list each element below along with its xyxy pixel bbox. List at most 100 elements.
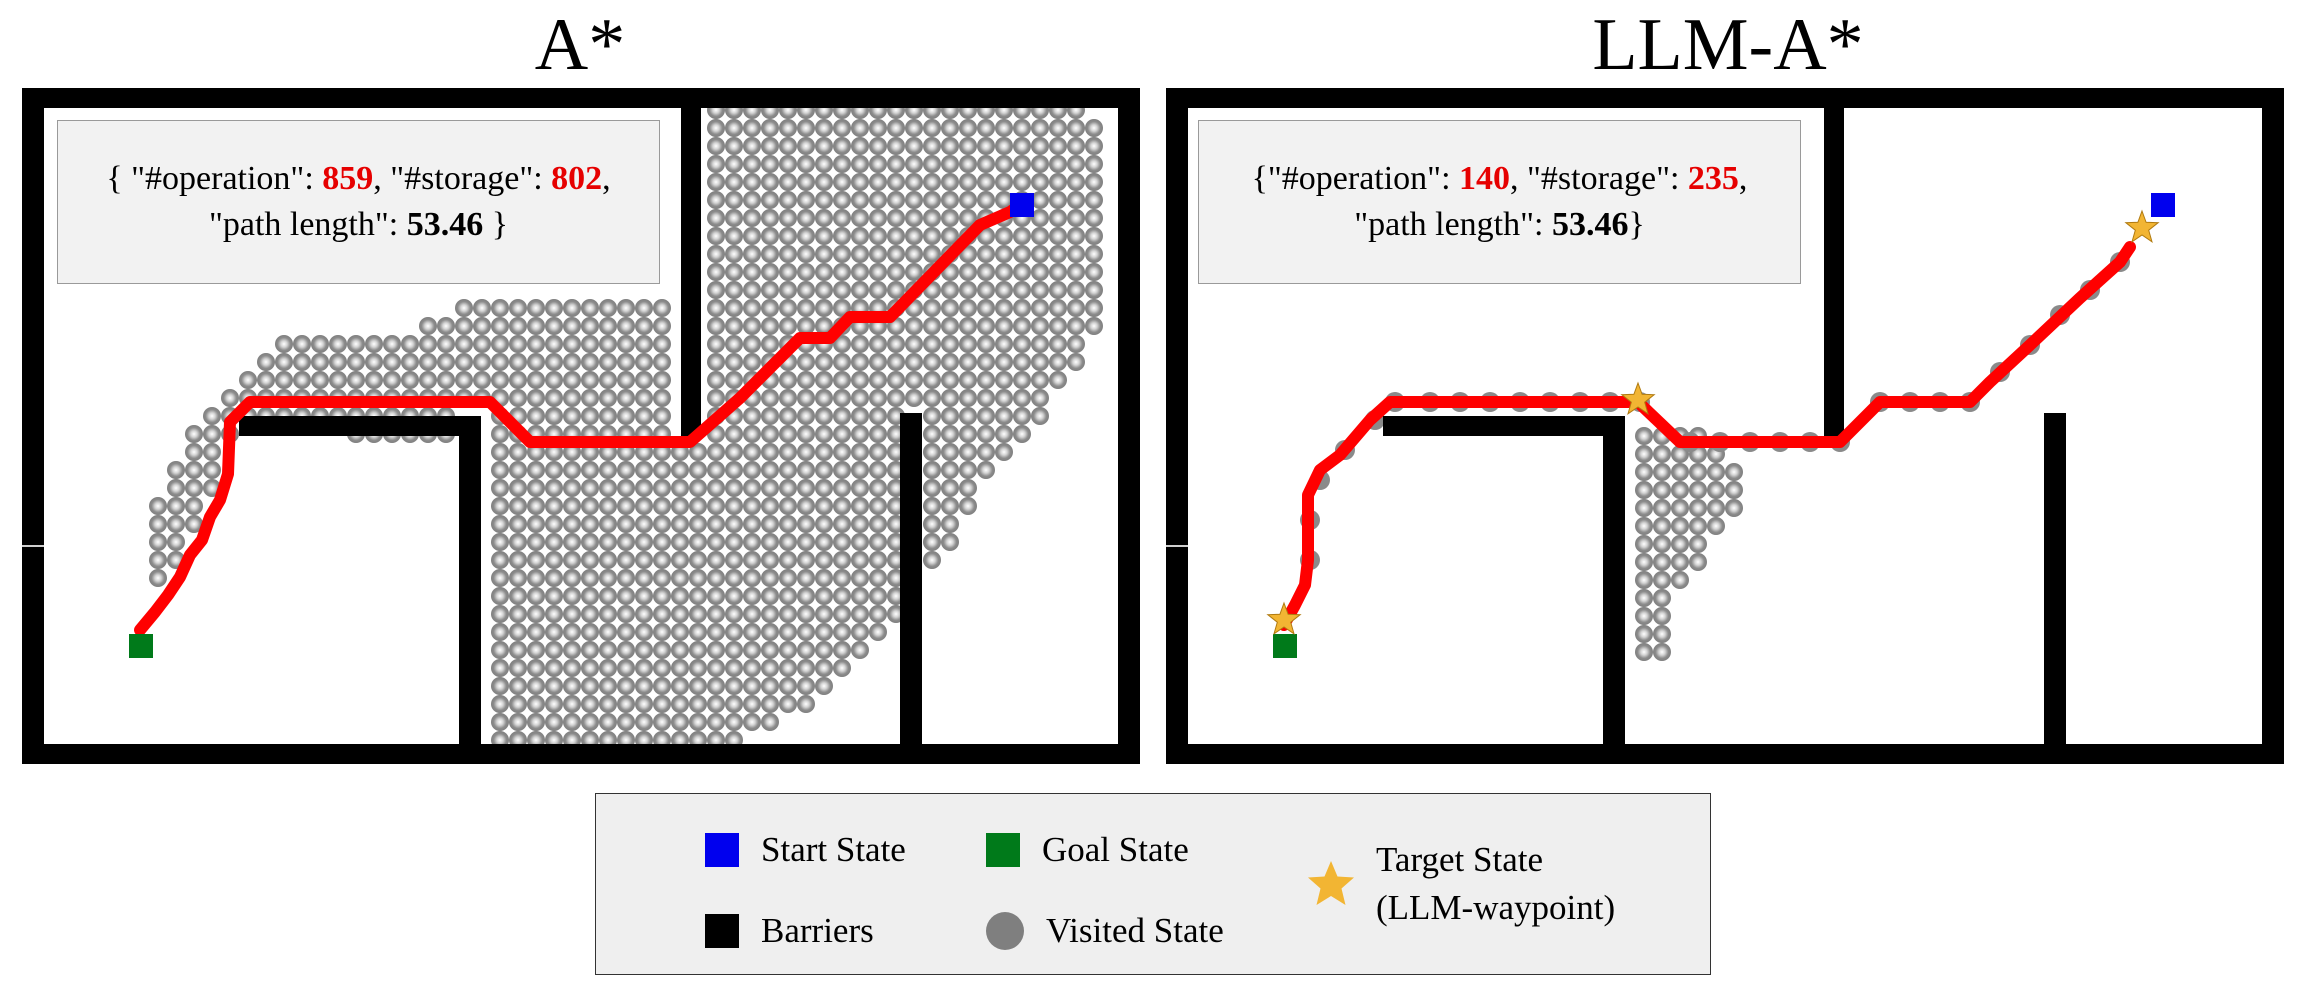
visited-state-dot xyxy=(797,677,815,695)
visited-state-dot xyxy=(491,551,509,569)
visited-state-dot xyxy=(1013,137,1031,155)
visited-state-dot xyxy=(707,137,725,155)
visited-state-dot xyxy=(329,353,347,371)
visited-state-dot xyxy=(383,353,401,371)
visited-state-dot xyxy=(797,173,815,191)
visited-state-dot xyxy=(797,443,815,461)
visited-state-dot xyxy=(815,263,833,281)
visited-state-dot xyxy=(797,551,815,569)
visited-state-dot xyxy=(725,551,743,569)
visited-state-dot xyxy=(1689,517,1707,535)
visited-state-dot xyxy=(761,551,779,569)
visited-state-dot xyxy=(1689,463,1707,481)
visited-state-dot xyxy=(707,461,725,479)
visited-state-dot xyxy=(1013,245,1031,263)
visited-state-dot xyxy=(887,371,905,389)
astar-operation-value: 859 xyxy=(322,160,374,197)
visited-state-dot xyxy=(491,299,509,317)
visited-state-dot xyxy=(851,281,869,299)
visited-state-dot xyxy=(995,155,1013,173)
legend-goal: Goal State xyxy=(986,830,1189,870)
visited-state-dot xyxy=(509,479,527,497)
llm-astar-barriers xyxy=(1166,88,2284,764)
visited-state-dot xyxy=(797,533,815,551)
visited-state-dot xyxy=(959,119,977,137)
visited-state-dot xyxy=(653,389,671,407)
visited-state-dot xyxy=(473,317,491,335)
visited-state-dot xyxy=(761,677,779,695)
visited-state-dot xyxy=(869,155,887,173)
visited-state-dot xyxy=(851,353,869,371)
visited-state-dot xyxy=(1635,499,1653,517)
visited-state-dot xyxy=(599,497,617,515)
visited-state-dot xyxy=(797,659,815,677)
visited-state-dot xyxy=(653,299,671,317)
visited-state-dot xyxy=(617,479,635,497)
visited-state-dot xyxy=(509,551,527,569)
visited-state-dot xyxy=(887,335,905,353)
visited-state-dot xyxy=(725,497,743,515)
visited-state-dot xyxy=(689,713,707,731)
visited-state-dot xyxy=(1653,625,1671,643)
visited-state-dot xyxy=(941,461,959,479)
visited-state-dot xyxy=(1013,425,1031,443)
visited-state-dot xyxy=(923,461,941,479)
visited-state-dot xyxy=(887,281,905,299)
visited-state-dot xyxy=(797,227,815,245)
visited-state-dot xyxy=(509,695,527,713)
visited-state-dot xyxy=(311,353,329,371)
visited-state-dot xyxy=(815,137,833,155)
visited-state-dot xyxy=(1085,155,1103,173)
visited-state-dot xyxy=(959,335,977,353)
visited-state-dot xyxy=(491,677,509,695)
visited-state-dot xyxy=(923,389,941,407)
llm-astar-path-length-value: 53.46 xyxy=(1551,206,1629,243)
visited-state-dot xyxy=(455,335,473,353)
visited-state-dot xyxy=(797,317,815,335)
visited-state-dot xyxy=(797,371,815,389)
visited-state-dot xyxy=(653,713,671,731)
visited-state-dot xyxy=(527,695,545,713)
visited-state-dot xyxy=(869,119,887,137)
visited-state-dot xyxy=(689,551,707,569)
visited-state-dot xyxy=(959,479,977,497)
visited-state-dot xyxy=(743,353,761,371)
visited-state-dot xyxy=(581,551,599,569)
visited-state-dot xyxy=(1067,227,1085,245)
visited-state-dot xyxy=(1689,481,1707,499)
visited-state-dot xyxy=(617,353,635,371)
visited-state-dot xyxy=(887,119,905,137)
visited-state-dot xyxy=(617,677,635,695)
visited-state-dot xyxy=(293,371,311,389)
visited-state-dot xyxy=(833,497,851,515)
visited-state-dot xyxy=(743,677,761,695)
visited-state-dot xyxy=(815,299,833,317)
visited-state-dot xyxy=(509,461,527,479)
visited-state-dot xyxy=(1049,371,1067,389)
visited-state-dot xyxy=(167,533,185,551)
visited-state-dot xyxy=(1671,517,1689,535)
visited-state-dot xyxy=(725,281,743,299)
visited-state-dot xyxy=(923,137,941,155)
visited-state-dot xyxy=(527,641,545,659)
visited-state-dot xyxy=(293,335,311,353)
visited-state-dot xyxy=(1707,481,1725,499)
visited-state-dot xyxy=(563,371,581,389)
visited-state-dot xyxy=(617,641,635,659)
visited-state-dot xyxy=(869,209,887,227)
visited-state-dot xyxy=(797,281,815,299)
visited-state-dot xyxy=(1031,317,1049,335)
visited-state-dot xyxy=(833,461,851,479)
visited-state-dot xyxy=(743,659,761,677)
visited-state-dot xyxy=(761,605,779,623)
visited-state-dot xyxy=(815,173,833,191)
astar-storage-key: "#storage" xyxy=(390,160,534,197)
visited-state-dot xyxy=(707,245,725,263)
visited-state-dot xyxy=(923,173,941,191)
visited-state-dot xyxy=(527,623,545,641)
visited-state-dot xyxy=(779,299,797,317)
visited-state-dot xyxy=(851,155,869,173)
visited-state-dot xyxy=(401,335,419,353)
visited-state-dot xyxy=(1653,535,1671,553)
visited-state-dot xyxy=(941,155,959,173)
